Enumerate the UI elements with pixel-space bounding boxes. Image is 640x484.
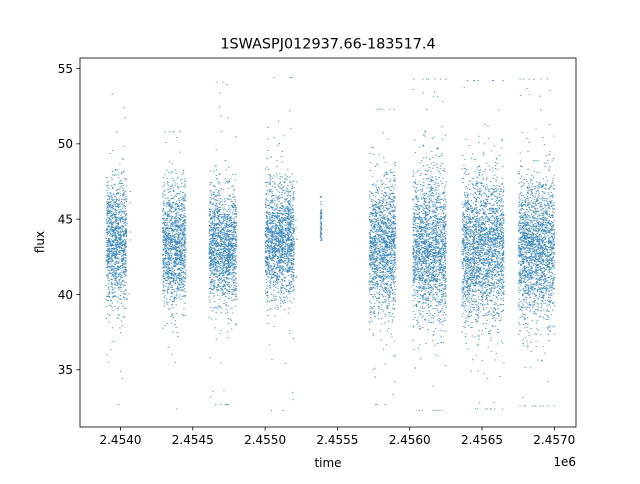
x-tick-label: 2.4540 [99,433,141,447]
plot-frame [79,57,577,428]
y-tick-label: 50 [58,137,73,151]
y-tick-label: 35 [58,363,73,377]
x-tick-label: 2.4555 [316,433,358,447]
x-tick-label: 2.4550 [244,433,286,447]
chart-title: 1SWASPJ012937.66-183517.4 [220,37,435,53]
x-tick-label: 2.4565 [461,433,503,447]
data-points [105,77,556,411]
season-point-cloud [412,78,447,411]
season-point-cloud [208,81,238,405]
x-tick-label: 2.4560 [389,433,431,447]
season-point-cloud [105,93,132,405]
season-point-cloud [517,78,556,407]
x-tick-label: 2.4570 [533,433,575,447]
x-axis: 2.4540 2.4545 2.4550 2.4555 2.4560 2.4565 2.45… [99,427,575,447]
x-axis-label: time [314,456,341,470]
y-tick-label: 45 [58,212,73,226]
y-axis-label: flux [33,231,47,253]
season-point-cloud [162,131,187,410]
y-axis: 35 40 45 50 55 [58,62,80,377]
season-point-cloud [264,77,298,411]
y-tick-label: 55 [58,62,73,76]
season-point-cloud [368,108,397,405]
season-point-cloud [461,80,505,410]
x-tick-label: 2.4545 [172,433,214,447]
x-axis-offset-label: 1e6 [553,455,576,469]
y-tick-label: 40 [58,288,73,302]
season-point-cloud [319,196,323,241]
